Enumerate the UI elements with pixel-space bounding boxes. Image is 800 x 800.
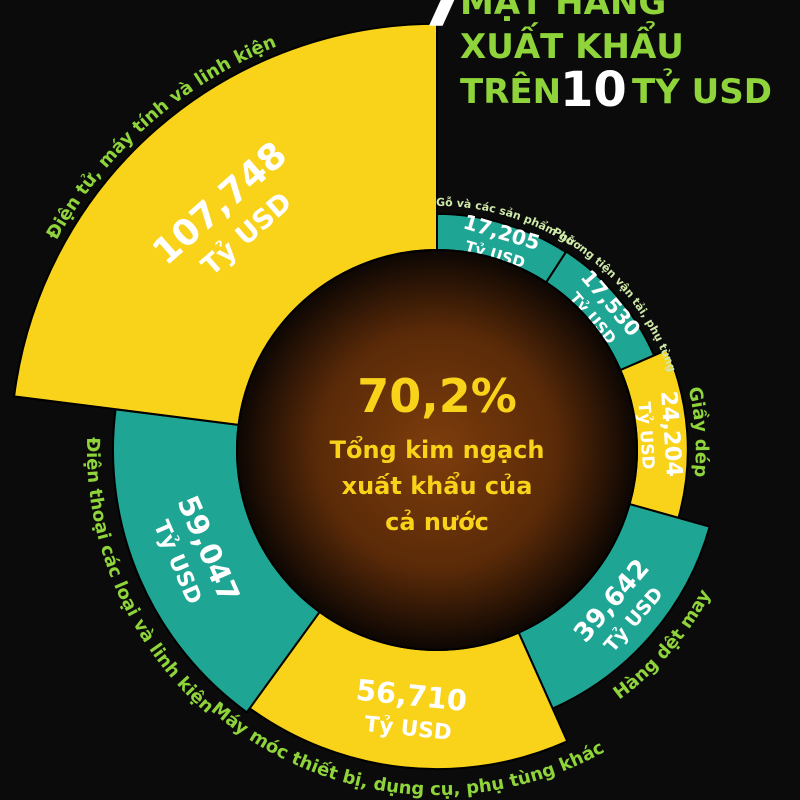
title-line: XUẤT KHẨU xyxy=(460,21,684,67)
title-count: 7 xyxy=(418,0,470,44)
share-value: 70,2% xyxy=(357,369,517,423)
value-label: 24,204 xyxy=(655,390,687,478)
title-number: 10 xyxy=(560,62,627,118)
center-line: Tổng kim ngạch xyxy=(330,434,545,464)
title-line: MẶT HÀNG xyxy=(460,0,666,23)
title-line: TỶ USD xyxy=(632,68,772,112)
center-line: xuất khẩu của xyxy=(342,470,533,500)
center-disc xyxy=(236,249,638,651)
value-unit: Tỷ USD xyxy=(634,401,659,470)
center-line: cả nước xyxy=(385,508,489,536)
title-line: TRÊN xyxy=(460,71,561,112)
